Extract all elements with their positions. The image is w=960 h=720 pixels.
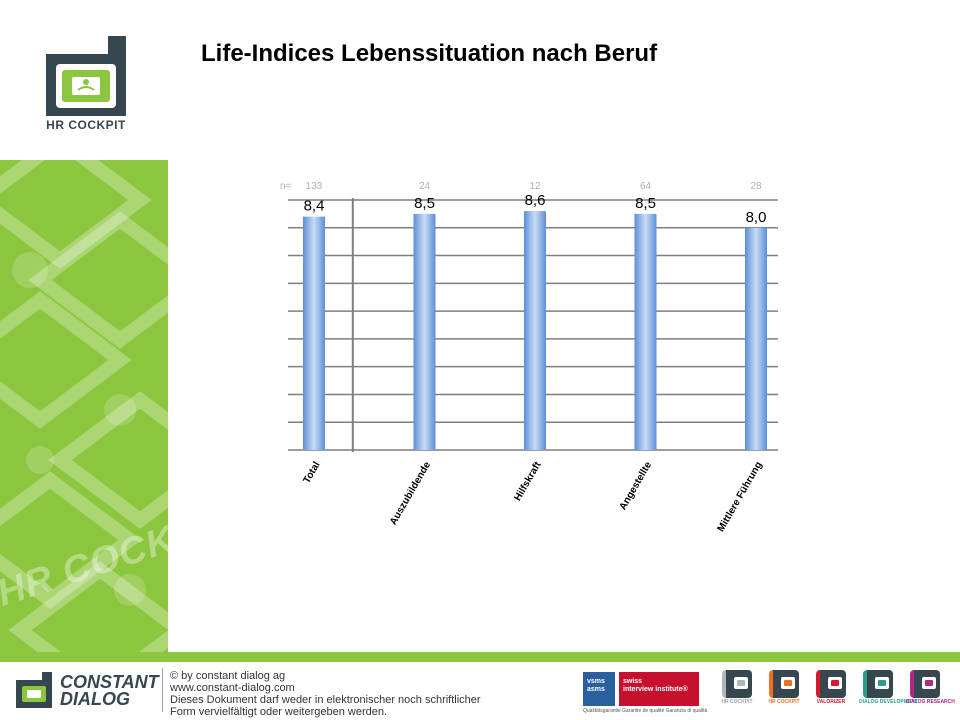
dialog-research-icon: DIALOG RESEARCH: [906, 670, 955, 705]
bar: [413, 213, 436, 450]
valorizer-icon: VALORIZER: [812, 670, 850, 705]
category-tick-label: Mittlere Führung: [716, 460, 765, 534]
category-tick-label: Hilfskraft: [512, 459, 544, 503]
brand-icon-box: [722, 670, 752, 698]
hr-cockpit-color-icon: HR COCKPIT: [765, 670, 803, 705]
category-tick-label: Total: [301, 460, 322, 486]
website-link[interactable]: www.constant-dialog.com: [170, 682, 295, 694]
constant-dialog-logo-icon: [16, 672, 52, 708]
decorative-pattern: [0, 160, 168, 652]
brand-label: DIALOG RESEARCH: [906, 699, 955, 705]
brand-label: HR COCKPIT: [721, 699, 753, 705]
n-count-label: 28: [750, 181, 762, 192]
bar: [745, 227, 767, 450]
company-name: CONSTANT DIALOG: [60, 672, 159, 709]
bar: [303, 216, 325, 450]
brand-label: HR COCKPIT: [768, 699, 800, 705]
data-label: 8,5: [414, 195, 435, 212]
n-count-label: 24: [419, 181, 431, 192]
data-label: 8,5: [635, 195, 656, 212]
brand-icon-dot: [831, 680, 839, 686]
brand-icon-box: [769, 670, 799, 698]
company-name-line1: CONSTANT: [60, 672, 159, 692]
brand-icon-dot: [925, 680, 933, 686]
n-count-label: 64: [640, 181, 652, 192]
n-count-label: 12: [529, 181, 541, 192]
brand-icon-dot: [878, 680, 886, 686]
copyright-notice: © by constant dialog ag www.constant-dia…: [170, 670, 481, 718]
bar: [524, 211, 546, 450]
data-label: 8,6: [525, 192, 546, 209]
hr-cockpit-logo: [38, 32, 134, 144]
n-prefix-label: n=: [280, 181, 292, 192]
hr-cockpit-logo-icon: [46, 36, 126, 116]
data-label: 8,4: [304, 198, 325, 215]
footer-accent-bar: [0, 652, 960, 662]
brand-label: DIALOG DEVELOPMENT: [859, 699, 918, 705]
brand-icon-box: [816, 670, 846, 698]
company-name-line2: DIALOG: [60, 689, 130, 709]
brand-icon-dot: [784, 680, 792, 686]
footer: [0, 662, 960, 720]
logo-caption: HR COCKPIT: [46, 118, 126, 132]
vsms-certificate-badge: vsms asms: [583, 672, 615, 706]
data-label: 8,0: [746, 209, 767, 226]
dialog-development-icon: DIALOG DEVELOPMENT: [859, 670, 918, 705]
bar: [634, 213, 657, 450]
hr-cockpit-icon: HR COCKPIT: [718, 670, 756, 705]
cert-subtitle-swiss: Garantie de qualité Garanzia di qualità: [622, 708, 708, 714]
brand-icon-box: [910, 670, 940, 698]
copyright-line: © by constant dialog ag: [170, 670, 286, 682]
brand-label: VALORIZER: [816, 699, 846, 705]
cert-subtitle-vsms: Qualitätsgarantie: [583, 708, 621, 714]
category-tick-label: Auszubildende: [388, 460, 433, 527]
swiss-interview-institute-badge: swiss interview institute®: [619, 672, 699, 706]
bar-chart: n= 8,4 133 Total 8,5 24 Auszubildende 8,612 Hilf…: [280, 181, 778, 534]
copyright-line: Dieses Dokument darf weder in elektronis…: [170, 694, 481, 706]
copyright-line: Form vervielfältigt oder weitergeben wer…: [170, 706, 388, 718]
brand-icon-dot: [737, 680, 745, 686]
sidebar-decoration: HR COCKPIT: [0, 160, 168, 652]
category-tick-label: Angestellte: [618, 460, 655, 513]
n-count-label: 133: [306, 181, 323, 192]
brand-icon-box: [863, 670, 893, 698]
footer-separator: [162, 668, 163, 712]
page-title: Life-Indices Lebenssituation nach Beruf: [201, 40, 658, 67]
